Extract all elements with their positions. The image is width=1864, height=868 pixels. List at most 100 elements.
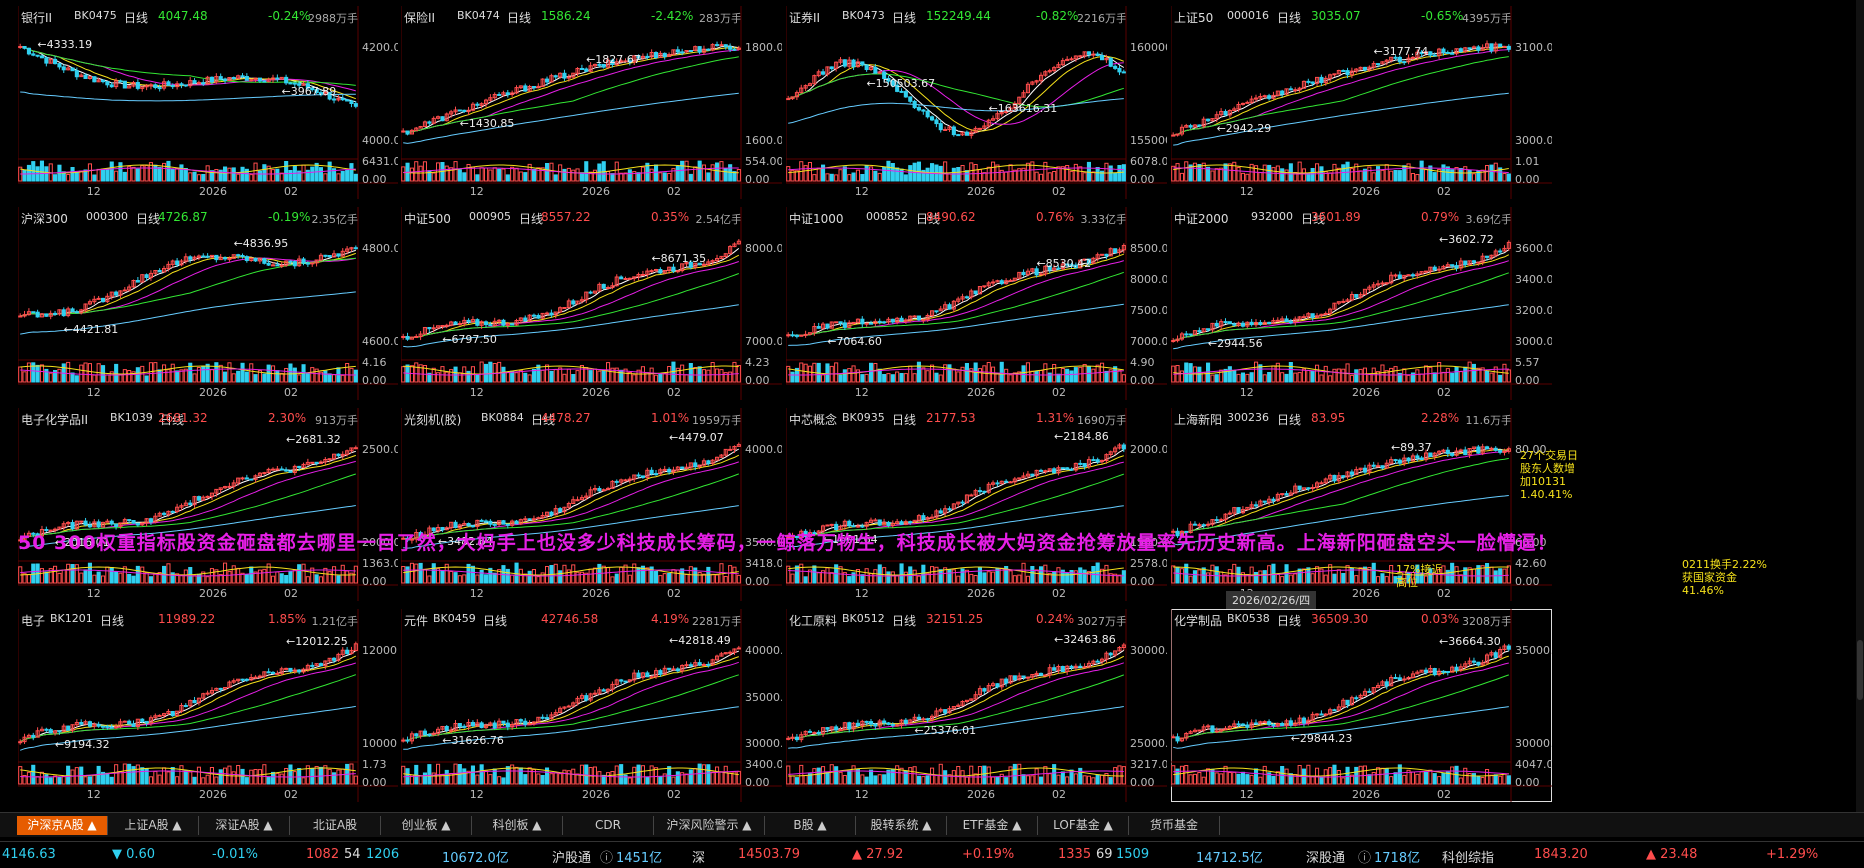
candle-body: [995, 683, 1000, 688]
high-price-marker: ←32463.86: [1054, 633, 1116, 646]
candle-body: [527, 86, 532, 92]
tab-neeq[interactable]: 股转系统 ▲: [856, 816, 947, 835]
hgt-info-icon[interactable]: ⓘ: [600, 851, 614, 866]
volume-bar: [1275, 574, 1280, 584]
kline-panel[interactable]: 元件BK0459日线42746.584.19%2281万手40000.00350…: [401, 609, 782, 802]
candle-body: [886, 78, 891, 82]
vertical-scrollbar[interactable]: [1856, 0, 1864, 812]
tab-chinext[interactable]: 创业板 ▲: [381, 816, 472, 835]
candle-body: [1280, 90, 1285, 95]
candle-body: [353, 103, 358, 107]
volume-bar: [558, 570, 563, 584]
tab-b-share[interactable]: B股 ▲: [765, 816, 856, 835]
tab-shenzhen-a[interactable]: 深证A股 ▲: [199, 816, 290, 835]
tab-hushenjing-a[interactable]: 沪深京A股 ▲: [17, 816, 108, 835]
tab-shanghai-a[interactable]: 上证A股 ▲: [108, 816, 199, 835]
volume-bar: [1432, 773, 1437, 785]
volume-bar: [1498, 167, 1503, 182]
high-price-marker: ←1827.67: [586, 53, 641, 66]
kline-panel[interactable]: 上证50000016日线3035.07-0.65%4395万手3100.0030…: [1171, 6, 1552, 199]
volume-bar: [518, 171, 523, 182]
sz-index-value[interactable]: 14503.79: [738, 847, 801, 862]
tab-beijing-a[interactable]: 北证A股: [290, 816, 381, 835]
extreme-value: 2942.29: [1225, 121, 1272, 135]
candle-body: [601, 689, 606, 692]
candle-body: [314, 663, 319, 667]
tab-lof[interactable]: LOF基金 ▲: [1038, 816, 1129, 835]
volume-bar: [636, 567, 641, 584]
tab-money-fund[interactable]: 货币基金: [1129, 816, 1220, 835]
kline-panel[interactable]: 沪深300000300日线4726.87-0.19%2.35亿手4800.004…: [18, 207, 398, 400]
candle-body: [249, 478, 254, 481]
candle-body: [92, 723, 97, 727]
candle-body: [166, 263, 171, 270]
volume-bar: [916, 775, 921, 785]
volume-bar: [131, 766, 136, 785]
kline-panel[interactable]: 保险IIBK0474日线1586.24-2.42%283万手1800.00160…: [401, 6, 782, 199]
tab-etf[interactable]: ETF基金 ▲: [947, 816, 1038, 835]
candle-body: [1502, 450, 1507, 453]
candle-body: [1043, 265, 1048, 275]
volume-bar: [284, 368, 289, 383]
kline-panel[interactable]: 上海新阳 300236 日线 83.95 2.28% 11.6万手 80.00 60.00 42…: [1171, 408, 1552, 601]
volume-bar: [680, 568, 685, 584]
pointer-arrow-icon: ←: [54, 536, 65, 550]
volume-bar: [148, 162, 153, 182]
kline-panel[interactable]: 银行IIBK0475日线4047.48-0.24%2988万手4200.0040…: [18, 6, 398, 199]
panel-period: 日线: [124, 11, 149, 25]
kline-panel[interactable]: 化学制品BK0538日线36509.300.03%3208万手35000.003…: [1171, 609, 1552, 802]
candle-body: [87, 524, 93, 528]
kline-panel[interactable]: 中芯概念BK0935日线2177.531.31%1690万手2000.00150…: [786, 408, 1167, 601]
volume-bar: [109, 776, 114, 785]
candle-body: [1121, 444, 1126, 450]
candle-body: [1121, 71, 1126, 74]
tab-cdr[interactable]: CDR: [563, 816, 654, 835]
kline-panel[interactable]: 电子化学品IIBK1039日线2681.322.30%913万手2500.002…: [18, 408, 398, 601]
kc-index-value[interactable]: 1843.20: [1534, 847, 1588, 862]
kline-panel[interactable]: 中证500000905日线8557.220.35%2.54亿手8000.0070…: [401, 207, 782, 400]
candle-body: [838, 321, 843, 324]
volume-bar: [873, 170, 878, 182]
candle-body: [855, 722, 861, 726]
candle-body: [938, 308, 943, 312]
candle-body: [1056, 666, 1061, 671]
kline-panel[interactable]: 化工原料BK0512日线32151.250.24%3027万手30000.002…: [786, 609, 1167, 802]
moving-average-line: [20, 257, 356, 317]
candle-body: [1493, 652, 1498, 658]
kline-panel[interactable]: 中证1000000852日线8490.620.76%3.33亿手8500.008…: [786, 207, 1167, 400]
volume-bar: [188, 362, 193, 383]
volume-bar: [297, 768, 302, 785]
candle-body: [842, 59, 847, 67]
sgt-info-icon[interactable]: ⓘ: [1358, 851, 1372, 866]
tab-risk-warning[interactable]: 沪深风险警示 ▲: [654, 816, 765, 835]
panel-volume: 11.6万手: [1465, 414, 1513, 427]
candle-body: [1056, 64, 1061, 69]
candle-body: [497, 720, 502, 729]
volume-bar: [118, 374, 123, 383]
volume-bar: [1284, 373, 1289, 383]
candle-body: [1315, 76, 1320, 84]
kline-panel[interactable]: 证券IIBK0473日线152249.44-0.82%2216万手1600001…: [786, 6, 1167, 199]
candle-body: [1458, 48, 1463, 53]
volume-bar: [1206, 768, 1211, 785]
candle-body: [991, 683, 996, 687]
low-price-marker: ←7064.60: [827, 335, 882, 348]
low-price-marker: ←1430.85: [460, 117, 515, 130]
tab-star-market[interactable]: 科创板 ▲: [472, 816, 563, 835]
kline-panel[interactable]: 电子BK1201日线11989.221.85%1.21亿手12000.00100…: [18, 609, 398, 802]
sh-index-value[interactable]: 4146.63: [2, 847, 56, 862]
candle-body: [431, 732, 436, 736]
volume-bar: [1397, 575, 1402, 584]
volume-bar: [706, 764, 711, 785]
candle-body: [118, 522, 123, 527]
kline-chart: [401, 408, 782, 601]
kline-panel[interactable]: 中证2000932000日线3601.890.79%3.69亿手3600.003…: [1171, 207, 1552, 400]
candle-body: [877, 519, 882, 526]
volume-bar: [1419, 160, 1424, 182]
panel-code: 300236: [1227, 411, 1269, 424]
candle-body: [715, 456, 720, 461]
kline-panel[interactable]: 光刻机(胶)BK0884日线4478.271.01%1959万手4000.003…: [401, 408, 782, 601]
scrollbar-thumb[interactable]: [1857, 640, 1863, 700]
volume-bar: [505, 371, 510, 383]
candle-body: [916, 107, 921, 111]
